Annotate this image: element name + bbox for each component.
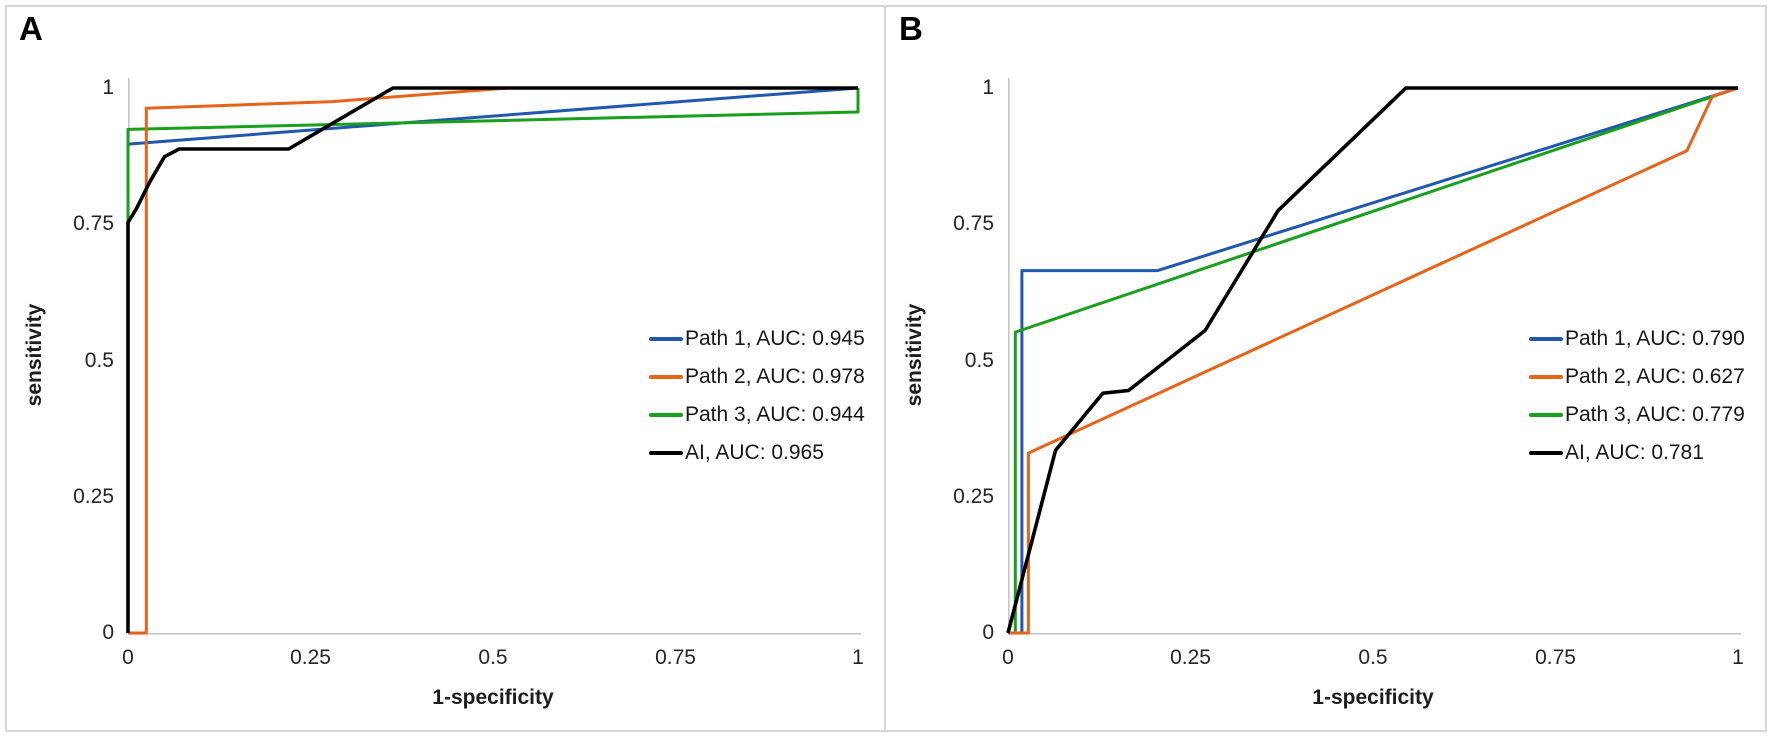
legend-item-path-3: Path 3, AUC: 0.944	[649, 396, 865, 434]
x-axis-title: 1-specificity	[1312, 686, 1434, 709]
legend-swatch	[1529, 413, 1563, 417]
legend-a: Path 1, AUC: 0.945 Path 2, AUC: 0.978 Path…	[649, 320, 865, 472]
y-tick-label: 0.25	[73, 484, 114, 508]
legend-item-path-2: Path 2, AUC: 0.627	[1529, 358, 1745, 396]
roc-plot-b: Path 1, AUC: 0.790 Path 2, AUC: 0.627 Path…	[953, 76, 1745, 709]
y-tick-label: 1	[102, 76, 114, 99]
legend-item-ai: AI, AUC: 0.781	[1529, 434, 1745, 472]
legend-label: Path 2, AUC: 0.627	[1565, 365, 1745, 388]
legend-item-path-1: Path 1, AUC: 0.790	[1529, 320, 1745, 358]
legend-swatch	[649, 413, 683, 417]
legend-swatch	[649, 451, 683, 455]
y-tick-label: 1	[982, 76, 994, 99]
x-tick-label: 0.25	[1170, 646, 1211, 669]
y-tick-label: 0.75	[73, 212, 114, 236]
x-tick-label: 0.5	[1358, 646, 1388, 669]
y-tick-label: 0.5	[84, 348, 114, 372]
legend-item-ai: AI, AUC: 0.965	[649, 434, 865, 472]
x-tick-label: 0	[1002, 646, 1014, 669]
panel-a-letter: A	[19, 10, 43, 47]
roc-line-ai	[1006, 86, 1738, 634]
y-tick-label: 0	[102, 621, 114, 644]
roc-line-path-2	[1008, 86, 1739, 635]
x-axis-title: 1-specificity	[432, 686, 554, 709]
legend-label: AI, AUC: 0.965	[685, 441, 824, 464]
y-tick-label: 0	[982, 621, 994, 644]
legend-label: Path 3, AUC: 0.944	[685, 403, 865, 426]
legend-swatch	[1529, 375, 1563, 379]
panel-b: B sensitivity Path 1, AUC: 0.790 Path 2, …	[887, 7, 1764, 730]
roc-curves-svg-a	[126, 78, 861, 635]
legend-swatch	[649, 337, 683, 341]
panel-divider	[884, 5, 886, 732]
roc-line-ai	[126, 86, 858, 633]
legend-swatch	[1529, 337, 1563, 341]
x-tick-label: 1	[852, 646, 864, 669]
y-tick-label: 0.5	[964, 348, 994, 372]
legend-label: Path 3, AUC: 0.779	[1565, 403, 1745, 426]
roc-curves-svg-b	[1006, 78, 1741, 635]
x-tick-label: 0.75	[655, 646, 696, 669]
legend-item-path-3: Path 3, AUC: 0.779	[1529, 396, 1745, 434]
legend-swatch	[649, 375, 683, 379]
legend-b: Path 1, AUC: 0.790 Path 2, AUC: 0.627 Path…	[1529, 320, 1745, 472]
legend-swatch	[1529, 451, 1563, 455]
x-tick-label: 0.25	[290, 646, 331, 669]
y-tick-label: 0.25	[953, 484, 994, 508]
x-tick-label: 0.75	[1535, 646, 1576, 669]
panel-a: A sensitivity Path 1, AUC: 0.945 Path 2, …	[7, 7, 884, 730]
panel-b-letter: B	[899, 10, 923, 47]
y-tick-label: 0.75	[953, 212, 994, 236]
x-tick-label: 0	[122, 646, 134, 669]
legend-label: Path 1, AUC: 0.945	[685, 327, 865, 350]
x-tick-label: 0.5	[478, 646, 508, 669]
x-tick-label: 1	[1732, 646, 1744, 669]
legend-label: Path 2, AUC: 0.978	[685, 365, 865, 388]
legend-item-path-2: Path 2, AUC: 0.978	[649, 358, 865, 396]
legend-item-path-1: Path 1, AUC: 0.945	[649, 320, 865, 358]
legend-label: Path 1, AUC: 0.790	[1565, 327, 1745, 350]
legend-label: AI, AUC: 0.781	[1565, 441, 1704, 464]
roc-plot-a: Path 1, AUC: 0.945 Path 2, AUC: 0.978 Path…	[73, 76, 865, 709]
